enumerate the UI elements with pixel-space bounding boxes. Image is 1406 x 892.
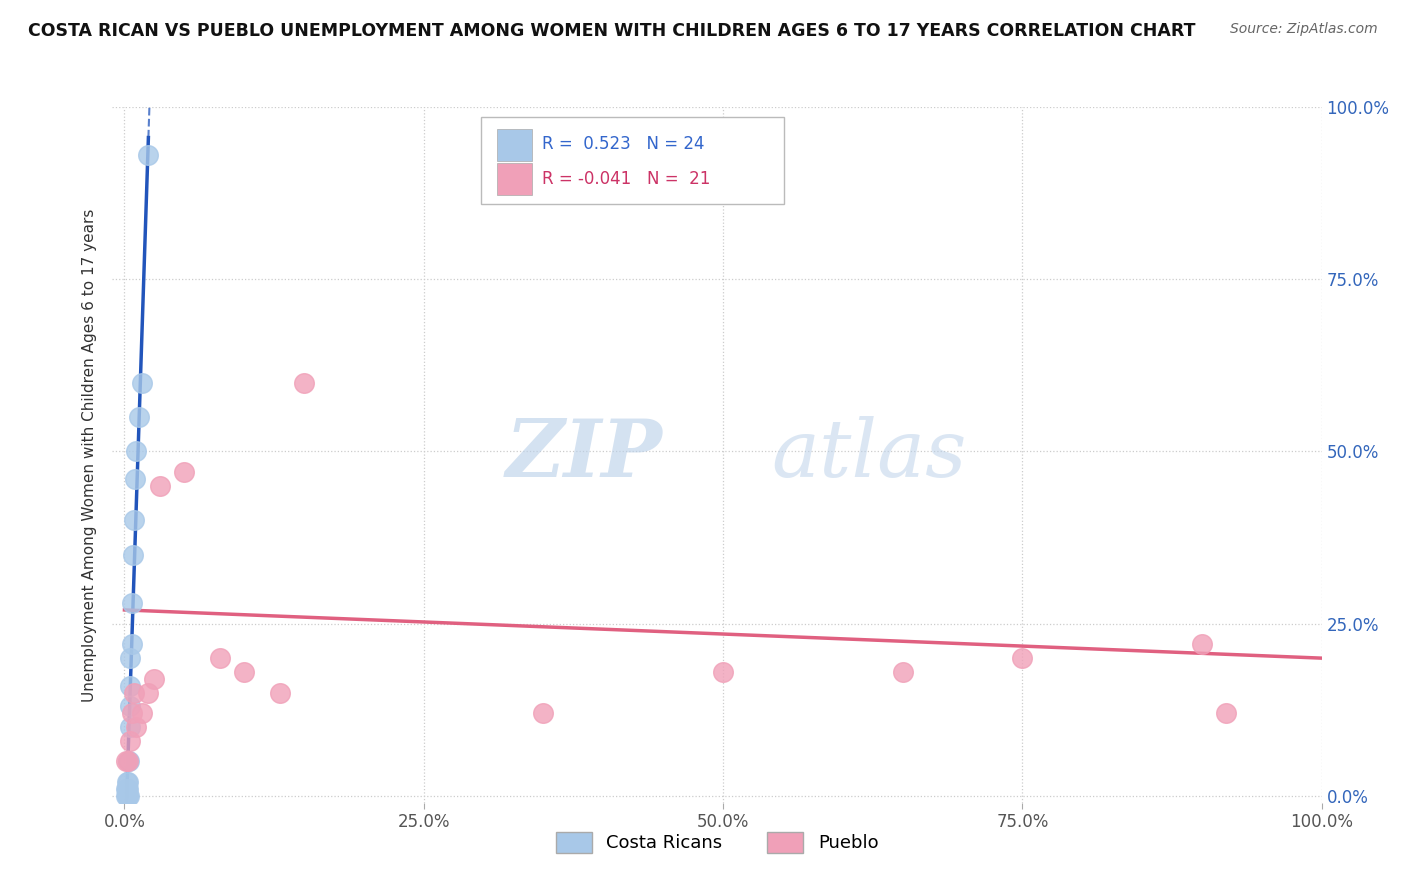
Text: R = -0.041   N =  21: R = -0.041 N = 21 <box>541 169 710 187</box>
Point <box>122 513 145 527</box>
Point <box>117 755 139 769</box>
Point <box>131 706 153 721</box>
Point <box>120 699 142 714</box>
Point <box>173 465 195 479</box>
Point <box>115 782 138 797</box>
Point <box>118 755 141 769</box>
Point <box>269 685 291 699</box>
Text: ZIP: ZIP <box>506 417 662 493</box>
Text: atlas: atlas <box>772 417 967 493</box>
Point <box>143 672 166 686</box>
FancyBboxPatch shape <box>481 118 783 204</box>
Point <box>124 472 146 486</box>
Text: COSTA RICAN VS PUEBLO UNEMPLOYMENT AMONG WOMEN WITH CHILDREN AGES 6 TO 17 YEARS : COSTA RICAN VS PUEBLO UNEMPLOYMENT AMONG… <box>28 22 1195 40</box>
Point <box>125 720 148 734</box>
Point <box>120 720 142 734</box>
Point <box>138 148 160 162</box>
Point <box>114 755 136 769</box>
Text: Source: ZipAtlas.com: Source: ZipAtlas.com <box>1230 22 1378 37</box>
Point <box>121 596 143 610</box>
Point <box>120 651 142 665</box>
Point <box>115 775 138 789</box>
Point <box>209 651 232 665</box>
Legend: Costa Ricans, Pueblo: Costa Ricans, Pueblo <box>548 824 886 860</box>
Point <box>120 679 142 693</box>
Point <box>121 706 143 721</box>
Point <box>117 755 139 769</box>
Point <box>117 775 139 789</box>
Point <box>121 548 143 562</box>
Point <box>1011 651 1033 665</box>
Point <box>128 410 150 425</box>
Point <box>292 376 315 390</box>
Point <box>131 376 153 390</box>
Point <box>117 782 139 797</box>
Text: R =  0.523   N = 24: R = 0.523 N = 24 <box>541 135 704 153</box>
Point <box>149 479 172 493</box>
Point <box>138 685 160 699</box>
Point <box>122 685 145 699</box>
Point <box>891 665 914 679</box>
FancyBboxPatch shape <box>496 163 531 195</box>
Y-axis label: Unemployment Among Women with Children Ages 6 to 17 years: Unemployment Among Women with Children A… <box>82 208 97 702</box>
Point <box>533 706 555 721</box>
Point <box>118 789 141 803</box>
Point <box>711 665 734 679</box>
Point <box>114 789 136 803</box>
Point <box>115 789 138 803</box>
Point <box>121 637 143 651</box>
Point <box>125 444 148 458</box>
Point <box>114 782 136 797</box>
FancyBboxPatch shape <box>496 128 531 161</box>
Point <box>1215 706 1237 721</box>
Point <box>233 665 256 679</box>
Point <box>117 789 139 803</box>
Point <box>1191 637 1213 651</box>
Point <box>120 733 142 747</box>
